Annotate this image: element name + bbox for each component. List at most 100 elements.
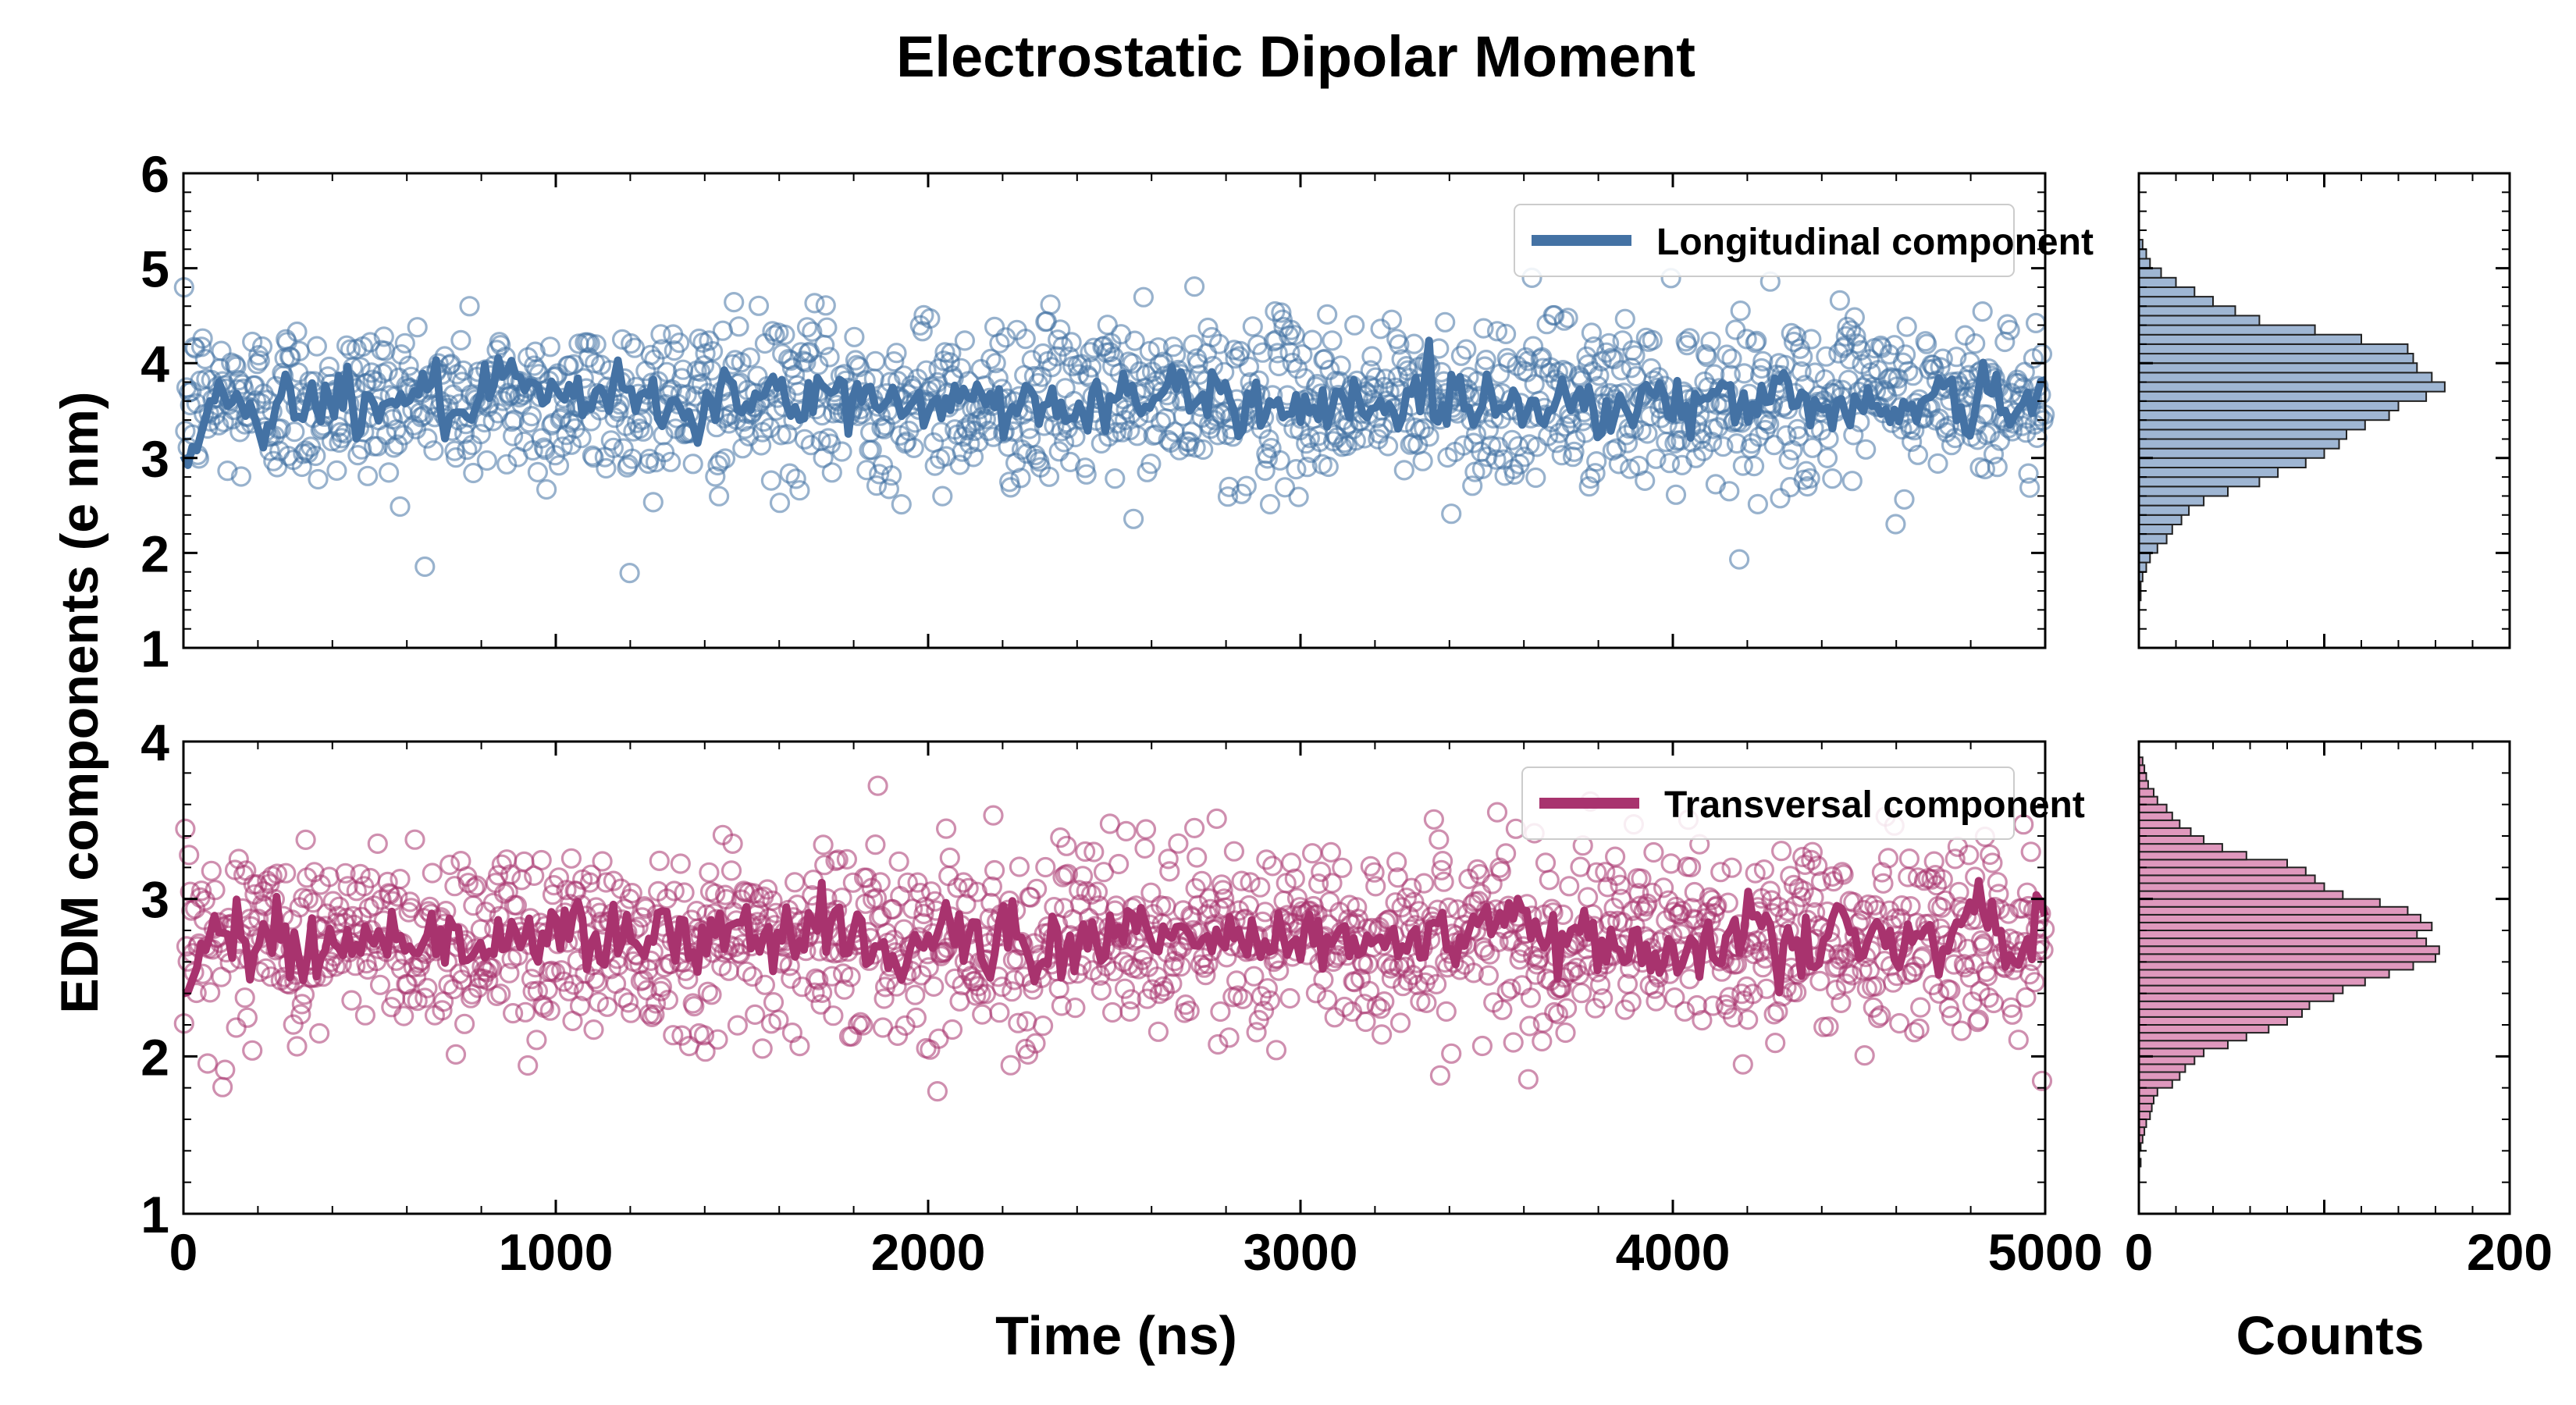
data-point [1344, 315, 1365, 336]
data-point [234, 987, 255, 1008]
data-point [693, 1025, 715, 1046]
data-point [1620, 458, 1641, 479]
data-point [1726, 432, 1747, 454]
data-point [290, 1004, 311, 1025]
data-point [670, 853, 691, 874]
data-point [1681, 856, 1702, 878]
data-point [1696, 347, 1717, 368]
histogram-bar [2138, 276, 2177, 288]
data-point [1944, 954, 1965, 975]
data-point [1559, 876, 1580, 897]
data-point [527, 461, 549, 483]
data-point [1057, 863, 1079, 884]
data-point [906, 1007, 927, 1029]
data-point [878, 478, 900, 500]
data-point [1040, 294, 1061, 315]
data-point [457, 439, 478, 461]
data-point [1101, 1001, 1123, 1023]
data-point [939, 847, 960, 869]
data-point [518, 1055, 539, 1076]
data-point [304, 862, 325, 883]
legend-label: Longitudinal component [1656, 222, 2094, 263]
data-point [327, 905, 349, 927]
data-point [2026, 427, 2048, 449]
data-point [1746, 330, 1767, 351]
data-point [1723, 1007, 1744, 1028]
data-point [941, 1019, 963, 1040]
data-point [1809, 970, 1831, 992]
scatter-points [173, 267, 2055, 584]
data-point [1347, 897, 1368, 918]
data-point [1977, 966, 1998, 987]
data-point [259, 440, 280, 461]
data-point [752, 1038, 773, 1059]
data-point [621, 882, 642, 904]
data-point [918, 957, 939, 978]
data-point [413, 405, 434, 426]
data-point [251, 894, 273, 915]
data-point [1932, 348, 1953, 369]
data-point [1525, 467, 1546, 489]
data-point [905, 984, 926, 1005]
data-point [1471, 458, 1493, 479]
bottom-histogram-panel: 0 200 [2125, 740, 2553, 1281]
data-point [1982, 852, 2003, 873]
data-point [1551, 977, 1572, 998]
data-point [1330, 355, 1351, 376]
data-point [814, 855, 835, 876]
data-point [1055, 378, 1076, 399]
data-point [935, 818, 957, 839]
data-point [1313, 969, 1334, 991]
data-point [1730, 301, 1751, 322]
data-point [322, 891, 343, 912]
data-point [1019, 418, 1040, 439]
data-point [499, 962, 520, 984]
data-point [699, 862, 720, 883]
data-point [1802, 841, 1823, 863]
data-point [621, 1002, 642, 1023]
legend-box [1514, 204, 2015, 277]
data-point [852, 1015, 873, 1036]
data-point [1025, 1033, 1046, 1054]
data-point [642, 492, 664, 513]
data-point [632, 907, 653, 928]
data-point [1032, 1015, 1054, 1037]
histogram-bar [2138, 286, 2196, 298]
data-point [983, 805, 1004, 826]
data-point [695, 1041, 716, 1062]
data-point [1721, 857, 1742, 878]
data-point [1898, 361, 1919, 382]
data-point [1725, 319, 1746, 340]
data-point [1265, 1040, 1287, 1061]
data-point [459, 296, 480, 317]
data-point [869, 464, 890, 485]
data-point [1345, 430, 1366, 451]
data-point [1223, 841, 1245, 862]
histogram-bar [2138, 827, 2192, 838]
data-point [887, 1025, 909, 1047]
data-point [1120, 989, 1142, 1010]
data-point [490, 984, 511, 1005]
data-point [1435, 311, 1456, 333]
data-point [1802, 437, 1823, 458]
data-point [1946, 347, 1967, 368]
data-point [1889, 1012, 1910, 1034]
data-point [1721, 348, 1742, 369]
data-point [927, 1080, 948, 1102]
data-point [1791, 361, 1812, 382]
histogram-bar [2138, 898, 2381, 908]
data-point [2024, 972, 2045, 993]
data-point [1197, 317, 1219, 339]
data-point [1585, 463, 1606, 484]
data-point [1486, 802, 1508, 823]
data-point [1488, 931, 1509, 952]
data-point [763, 991, 785, 1013]
data-point [284, 421, 305, 443]
data-point [928, 1028, 949, 1049]
histogram-bar [2138, 476, 2261, 488]
data-point [932, 486, 953, 507]
y-tick-label: 3 [141, 871, 169, 929]
histogram-bar [2138, 976, 2366, 987]
data-point [1008, 1012, 1029, 1033]
x-tick-label: 1000 [499, 1223, 614, 1281]
